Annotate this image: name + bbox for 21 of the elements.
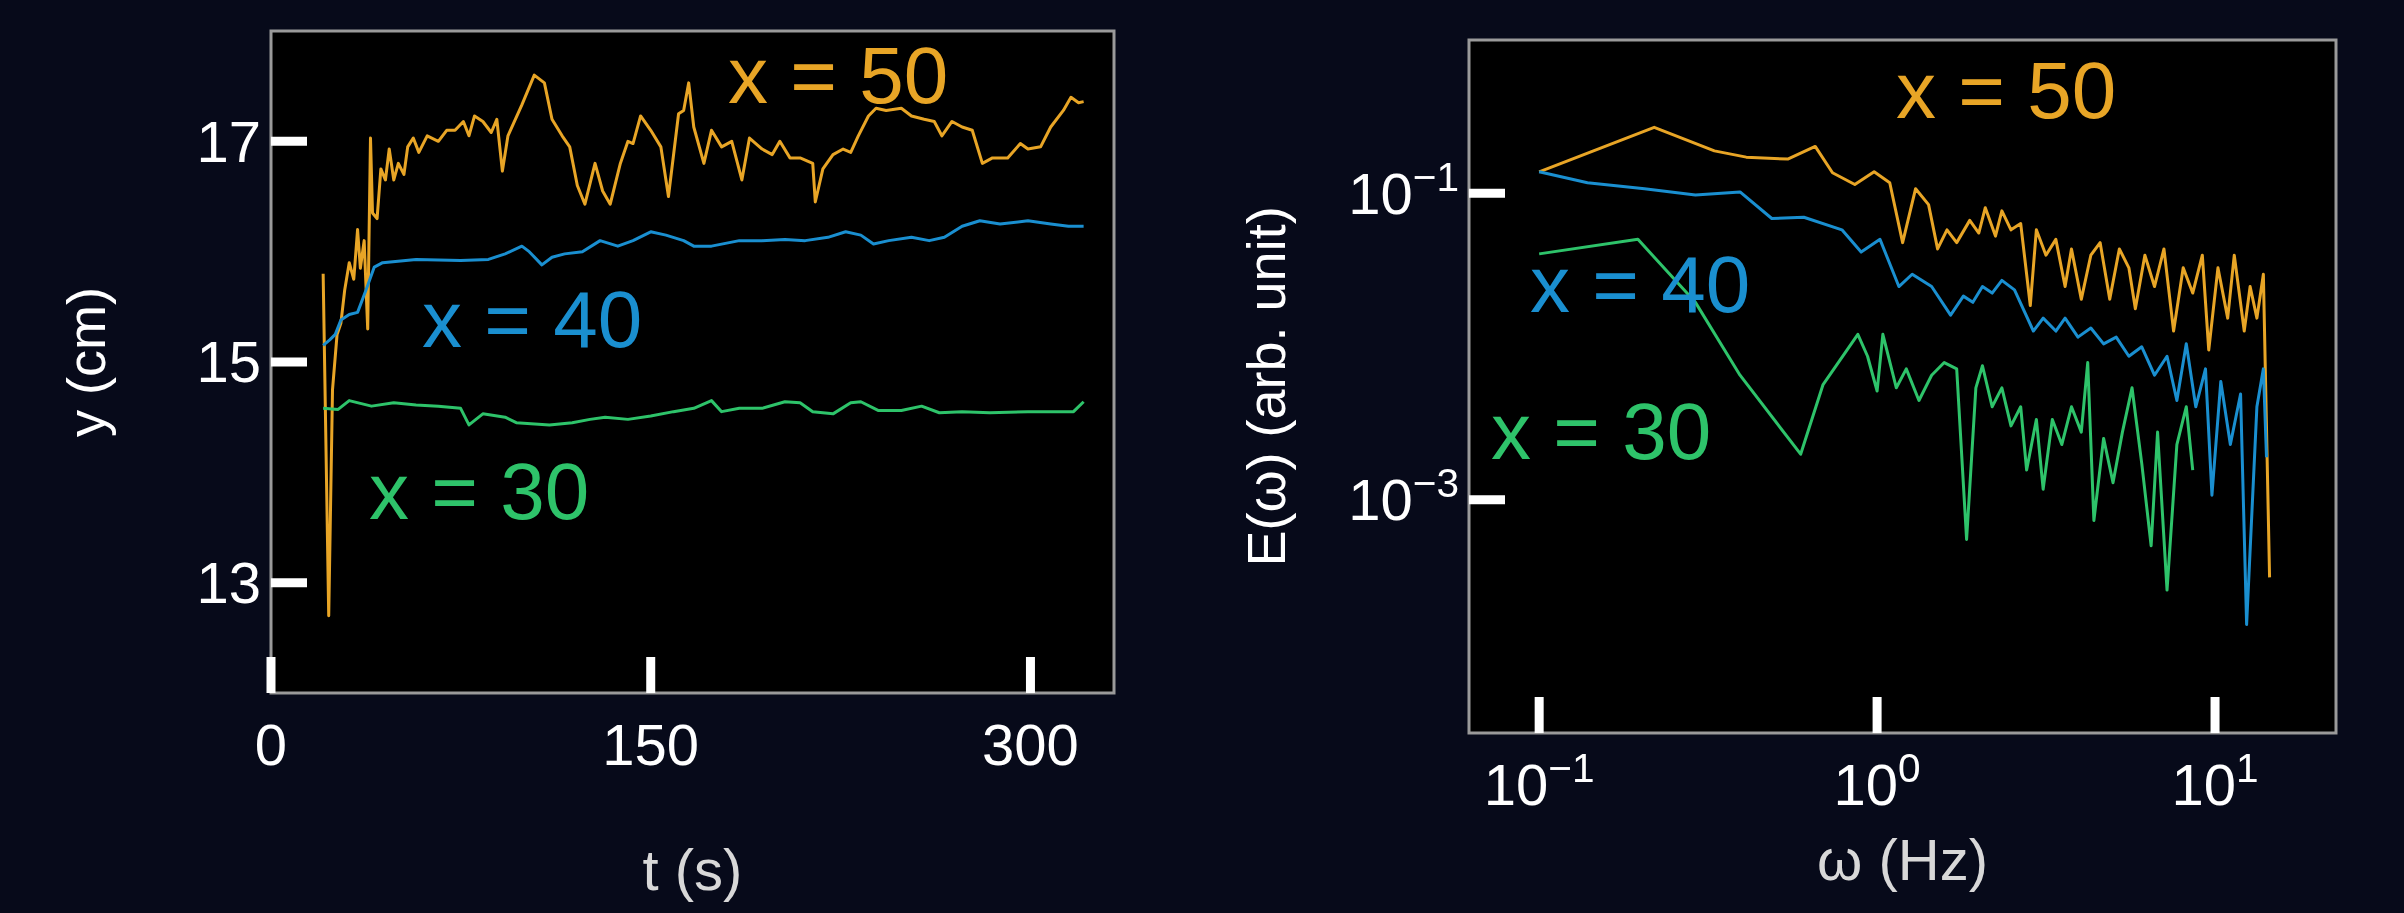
x-tick-label: 10$^{−1}$ <box>1483 745 1595 817</box>
y-tick-label: 17 <box>196 108 261 174</box>
x-tick-label: 10$^{1}$ <box>2171 745 2259 817</box>
series-label: x = 50 <box>728 31 949 120</box>
line-series <box>321 399 1086 427</box>
x-tick-label: 0 <box>254 712 288 777</box>
y-tick-label: 13 <box>196 549 261 615</box>
x-axis-title: t (s) <box>642 837 743 902</box>
line-series <box>321 219 1086 347</box>
y-tick-label: 10$^{−3}$ <box>1348 459 1459 532</box>
series-label: x = 30 <box>369 447 590 536</box>
x-tick-label: 150 <box>602 712 700 777</box>
y-tick-label: 15 <box>196 329 261 395</box>
x-axis-title: ω (Hz) <box>1817 827 1988 892</box>
series-label: x = 40 <box>422 275 643 364</box>
y-axis-title: E(ω) (arb. unit) <box>1236 206 1296 567</box>
x-tick-label: 300 <box>982 712 1079 777</box>
y-axis-title: y (cm) <box>56 287 116 437</box>
x-tick-label: 10$^{0}$ <box>1833 745 1921 817</box>
series-label: x = 50 <box>1896 46 2117 135</box>
series-label: x = 30 <box>1491 387 1712 476</box>
